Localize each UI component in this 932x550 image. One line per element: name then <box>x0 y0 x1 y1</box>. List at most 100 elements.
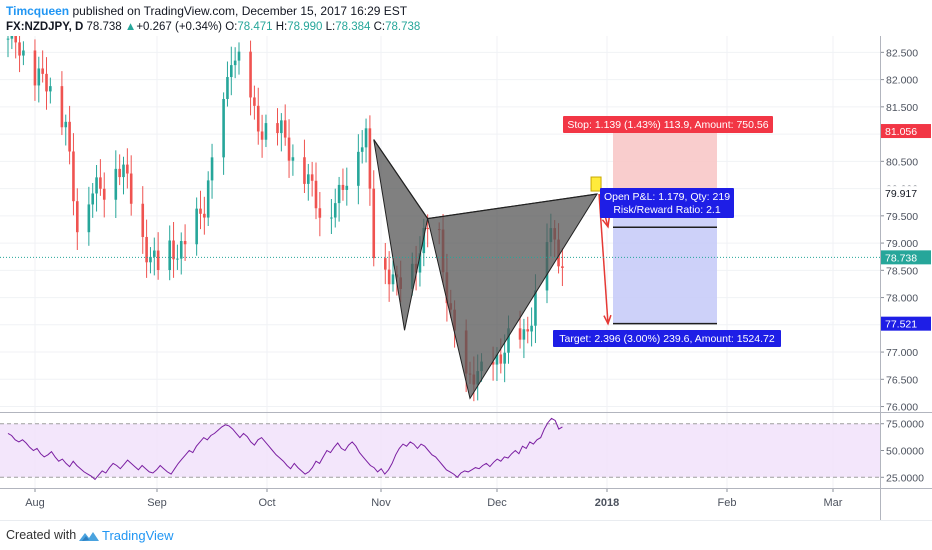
candle-body <box>503 352 506 364</box>
candle-body <box>203 213 206 218</box>
high-value: 78.990 <box>287 21 323 33</box>
candle-body <box>291 157 295 161</box>
last-price-tag-bg <box>881 250 931 265</box>
pl-label-text: Risk/Reward Ratio: 2.1 <box>613 204 721 216</box>
y-tick-label: 81.500 <box>886 102 918 114</box>
author-link[interactable]: Timcqueen <box>6 4 70 18</box>
candle-body <box>6 38 10 40</box>
x-tick-label: 2018 <box>595 497 619 509</box>
candle-body <box>199 208 202 214</box>
created-with-text: Created with <box>6 528 77 542</box>
publish-info: Timcqueen published on TradingView.com, … <box>6 3 407 19</box>
candle-body <box>10 36 14 39</box>
candle-body <box>422 227 426 254</box>
candle-body <box>95 177 98 194</box>
candle-body <box>60 86 64 128</box>
candle-body <box>364 128 368 148</box>
entry-price-tag-bg <box>881 186 931 201</box>
y-tick-label: 80.500 <box>886 156 918 168</box>
candle-body <box>153 250 156 257</box>
candle-body <box>287 137 291 161</box>
candle-body <box>526 329 530 332</box>
candle-body <box>310 174 314 181</box>
candle-body <box>226 77 229 99</box>
symbol-name[interactable]: FX:NZDJPY, D <box>6 21 84 33</box>
tradingview-brand[interactable]: TradingView <box>102 528 174 543</box>
pl-label-box <box>600 188 734 218</box>
candle-body <box>176 258 179 260</box>
y-tick-label: 79.000 <box>886 238 918 250</box>
candle-body <box>102 188 106 200</box>
rsi-tick-label: 25.0000 <box>886 472 924 484</box>
candle-body <box>561 266 564 268</box>
candle-body <box>233 60 237 66</box>
target-label-text: Target: 2.396 (3.00%) 239.6, Amount: 152… <box>559 333 775 345</box>
stop-label-text: Stop: 1.139 (1.43%) 113.9, Amount: 750.5… <box>567 119 768 131</box>
candle-body <box>183 241 187 245</box>
target-price-tag-bg <box>881 316 931 331</box>
candle-body <box>249 51 252 98</box>
candle-body <box>145 236 148 263</box>
candle-body <box>168 240 171 271</box>
candle-body <box>418 253 422 273</box>
candle-body <box>99 177 102 189</box>
candle-body <box>368 128 372 189</box>
candle-body <box>22 50 25 56</box>
target-label-box <box>553 330 781 347</box>
rsi-tick-label: 75.0000 <box>886 419 924 431</box>
y-tick-label: 78.000 <box>886 293 918 305</box>
candle-body <box>333 203 337 218</box>
candle-body <box>518 328 522 340</box>
x-tick-label: Feb <box>718 497 737 509</box>
candle-body <box>49 86 52 92</box>
y-tick-label: 82.500 <box>886 47 918 59</box>
point-d-marker <box>590 176 602 192</box>
rsi-band <box>0 423 880 478</box>
candle-body <box>260 131 264 140</box>
candle-body <box>276 123 279 134</box>
candle-body <box>237 51 241 61</box>
y-tick-label: 76.000 <box>886 402 918 414</box>
price-chart[interactable]: Aug Sep Oct Nov Dec 2018 Feb Mar 82.500 82.000 81.… <box>0 36 932 520</box>
candle-body <box>172 240 175 260</box>
candle-body <box>126 164 129 174</box>
y-tick-label: 76.500 <box>886 374 918 386</box>
stop-price-tag: 81.056 <box>885 126 917 138</box>
candle-body <box>76 201 79 233</box>
candle-body <box>122 164 125 178</box>
candle-body <box>387 269 391 285</box>
candle-body <box>341 184 345 190</box>
candle-body <box>491 361 495 365</box>
y-tick-label: 82.000 <box>886 75 918 87</box>
stop-label-box <box>563 116 773 133</box>
candle-body <box>495 354 499 365</box>
candle-body <box>91 193 94 205</box>
candle-body <box>307 174 310 184</box>
entry-price-tag: 79.917 <box>885 188 917 200</box>
rsi-line <box>7 417 563 481</box>
x-tick-label: Sep <box>147 497 167 509</box>
y-tick-label: 79.500 <box>886 211 918 223</box>
candle-body <box>195 208 198 245</box>
candle-body <box>360 147 364 152</box>
stop-price-tag-bg <box>881 124 931 139</box>
candle-body <box>33 50 37 86</box>
candle-body <box>222 98 225 158</box>
candle-body <box>345 185 349 190</box>
x-tick-label: Nov <box>371 497 391 509</box>
open-value: 78.471 <box>237 21 273 33</box>
candle-body <box>507 328 510 353</box>
arrow-to-target-head <box>603 314 612 326</box>
candle-body <box>253 97 256 106</box>
published-text: published on TradingView.com, December 1… <box>69 4 408 18</box>
open-label: O: <box>225 21 238 33</box>
high-label: H: <box>275 21 288 33</box>
candle-body <box>391 274 395 285</box>
candle-body <box>384 258 387 270</box>
rsi-tick-label: 50.0000 <box>886 446 924 458</box>
price-change: +0.267 (+0.34%) <box>136 21 222 33</box>
candle-body <box>45 73 48 92</box>
candle-body <box>522 329 526 340</box>
candle-body <box>118 168 121 178</box>
current-price: 78.738 <box>86 21 122 33</box>
